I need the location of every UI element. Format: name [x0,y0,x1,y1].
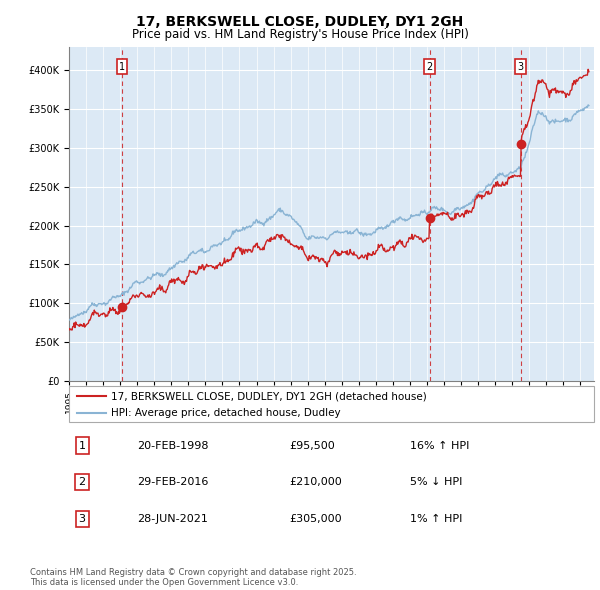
Text: 17, BERKSWELL CLOSE, DUDLEY, DY1 2GH (detached house): 17, BERKSWELL CLOSE, DUDLEY, DY1 2GH (de… [111,391,427,401]
Text: 16% ↑ HPI: 16% ↑ HPI [410,441,470,451]
Text: 28-JUN-2021: 28-JUN-2021 [137,514,208,524]
FancyBboxPatch shape [69,386,594,422]
Text: Contains HM Land Registry data © Crown copyright and database right 2025.
This d: Contains HM Land Registry data © Crown c… [30,568,356,587]
Text: £95,500: £95,500 [290,441,335,451]
Text: 2: 2 [427,61,433,71]
Text: HPI: Average price, detached house, Dudley: HPI: Average price, detached house, Dudl… [111,408,341,418]
Text: 1% ↑ HPI: 1% ↑ HPI [410,514,463,524]
Text: 17, BERKSWELL CLOSE, DUDLEY, DY1 2GH: 17, BERKSWELL CLOSE, DUDLEY, DY1 2GH [136,15,464,29]
Text: 29-FEB-2016: 29-FEB-2016 [137,477,209,487]
Text: 20-FEB-1998: 20-FEB-1998 [137,441,209,451]
Text: 1: 1 [119,61,125,71]
Text: 2: 2 [79,477,86,487]
Text: 1: 1 [79,441,86,451]
Text: 3: 3 [517,61,524,71]
Text: Price paid vs. HM Land Registry's House Price Index (HPI): Price paid vs. HM Land Registry's House … [131,28,469,41]
Text: £305,000: £305,000 [290,514,342,524]
Text: 3: 3 [79,514,86,524]
Text: £210,000: £210,000 [290,477,342,487]
Text: 5% ↓ HPI: 5% ↓ HPI [410,477,463,487]
